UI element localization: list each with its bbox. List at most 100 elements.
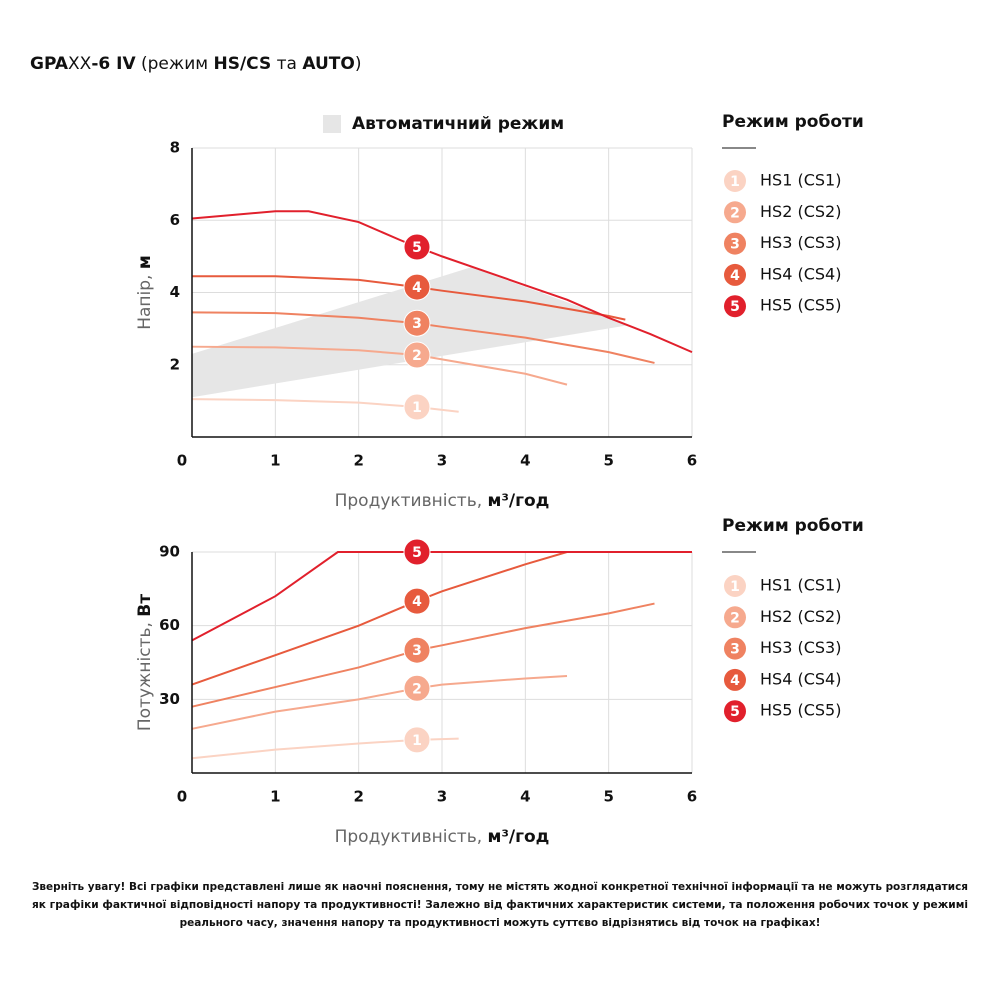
title-part: AUTO xyxy=(302,54,355,74)
legend-label: HS2 (CS2) xyxy=(760,202,841,221)
x-tick-label: 2 xyxy=(353,788,363,806)
x-tick-label: 4 xyxy=(520,452,530,470)
x-tick-label: 2 xyxy=(353,452,363,470)
legend-label: HS2 (CS2) xyxy=(760,607,841,626)
point-marker xyxy=(403,341,431,369)
legend-swatch xyxy=(724,637,746,660)
x-tick-label: 1 xyxy=(270,788,280,806)
point-marker-label: 2 xyxy=(412,681,422,697)
legend-title: Режим роботи xyxy=(722,516,864,536)
point-marker xyxy=(403,674,431,702)
point-marker-label: 2 xyxy=(412,348,422,364)
legend-label: HS5 (CS5) xyxy=(760,296,841,315)
point-marker-label: 3 xyxy=(412,643,422,659)
legend-title: Режим роботи xyxy=(722,112,864,132)
point-marker xyxy=(403,726,431,754)
legend-swatch xyxy=(724,170,746,192)
title-part: (режим xyxy=(136,54,214,74)
legend-swatch-label: 5 xyxy=(730,299,740,315)
y-axis-label: Потужність, Вт xyxy=(135,594,155,731)
point-marker-label: 5 xyxy=(412,545,422,561)
title-part: та xyxy=(271,54,302,74)
legend-swatch xyxy=(724,295,746,318)
legend-swatch xyxy=(724,575,746,597)
note-line: Зверніть увагу! Всі графіки представлені… xyxy=(32,881,968,893)
point-marker xyxy=(403,587,431,615)
y-tick-label: 4 xyxy=(170,283,180,301)
y-axis-label-unit: Вт xyxy=(135,594,155,617)
legend-label: HS1 (CS1) xyxy=(760,171,841,190)
x-axis-label-text: Продуктивність, xyxy=(335,827,488,847)
x-tick-label: 6 xyxy=(687,788,697,806)
x-axis-label: Продуктивність, м³/год xyxy=(335,827,550,847)
page-title: GPAXX-6 IV (режим HS/CS та AUTO) xyxy=(30,54,362,74)
legend-swatch-label: 5 xyxy=(730,704,740,720)
x-tick-label: 5 xyxy=(603,788,613,806)
y-tick-label: 6 xyxy=(170,211,180,229)
y-tick-label: 30 xyxy=(159,690,180,708)
legend-label: HS1 (CS1) xyxy=(760,576,841,595)
series-line xyxy=(191,737,459,760)
area-legend-swatch xyxy=(323,115,341,133)
title-part: -6 IV xyxy=(91,54,136,74)
x-axis-label: Продуктивність, м³/год xyxy=(335,491,550,511)
legend-swatch-label: 2 xyxy=(730,610,740,626)
x-tick-label: 6 xyxy=(687,452,697,470)
point-marker xyxy=(403,393,431,421)
legend-swatch-label: 3 xyxy=(730,237,740,253)
y-tick-label: 2 xyxy=(170,355,180,373)
legend-swatch-label: 4 xyxy=(730,673,740,689)
legend-swatch-label: 2 xyxy=(730,205,740,221)
legend-swatch xyxy=(724,668,746,691)
point-marker xyxy=(403,233,431,261)
x-tick-label: 3 xyxy=(437,452,447,470)
y-tick-label: 90 xyxy=(159,543,180,561)
x-tick-label: 4 xyxy=(520,788,530,806)
legend-swatch xyxy=(724,700,746,723)
x-tick-label: 5 xyxy=(603,452,613,470)
point-marker-label: 4 xyxy=(412,280,422,296)
legend-swatch-label: 4 xyxy=(730,268,740,284)
x-tick-label: 3 xyxy=(437,788,447,806)
title-part: GPA xyxy=(30,54,69,74)
y-tick-label: 60 xyxy=(159,616,180,634)
y-axis-label-unit: м xyxy=(135,255,155,269)
point-marker-label: 1 xyxy=(412,733,422,749)
legend-swatch xyxy=(724,606,746,629)
series-line xyxy=(191,398,459,413)
series-line xyxy=(191,675,568,730)
point-marker-label: 5 xyxy=(412,240,422,256)
area-legend-label: Автоматичний режим xyxy=(352,114,564,134)
point-marker-label: 3 xyxy=(412,316,422,332)
point-marker xyxy=(403,273,431,301)
legend-swatch-label: 1 xyxy=(730,579,740,595)
point-marker xyxy=(403,538,431,566)
title-part: HS/CS xyxy=(214,54,272,74)
y-axis-label: Напір, м xyxy=(135,255,155,330)
legend-swatch-label: 1 xyxy=(730,174,740,190)
legend-swatch-label: 3 xyxy=(730,642,740,658)
y-axis-label-text: Напір, xyxy=(135,269,155,330)
point-marker-label: 4 xyxy=(412,594,422,610)
point-marker-label: 1 xyxy=(412,400,422,416)
note-line: як графіки фактичної відповідності напор… xyxy=(32,899,968,911)
title-part: XX xyxy=(68,54,92,74)
legend-label: HS4 (CS4) xyxy=(760,669,841,688)
point-marker xyxy=(403,309,431,337)
x-tick-label: 0 xyxy=(177,788,187,806)
x-axis-label-text: Продуктивність, xyxy=(335,491,488,511)
series-line xyxy=(191,551,692,642)
legend-label: HS3 (CS3) xyxy=(760,233,841,252)
legend-swatch xyxy=(724,232,746,255)
title-part: ) xyxy=(355,54,362,74)
point-marker xyxy=(403,636,431,664)
legend-label: HS5 (CS5) xyxy=(760,701,841,720)
legend-label: HS3 (CS3) xyxy=(760,638,841,657)
legend-swatch xyxy=(724,201,746,224)
x-tick-label: 0 xyxy=(177,452,187,470)
legend-swatch xyxy=(724,263,746,286)
x-tick-label: 1 xyxy=(270,452,280,470)
legend-label: HS4 (CS4) xyxy=(760,264,841,283)
note-line: реального часу, значення напору та проду… xyxy=(180,917,821,929)
y-tick-label: 8 xyxy=(170,139,180,157)
